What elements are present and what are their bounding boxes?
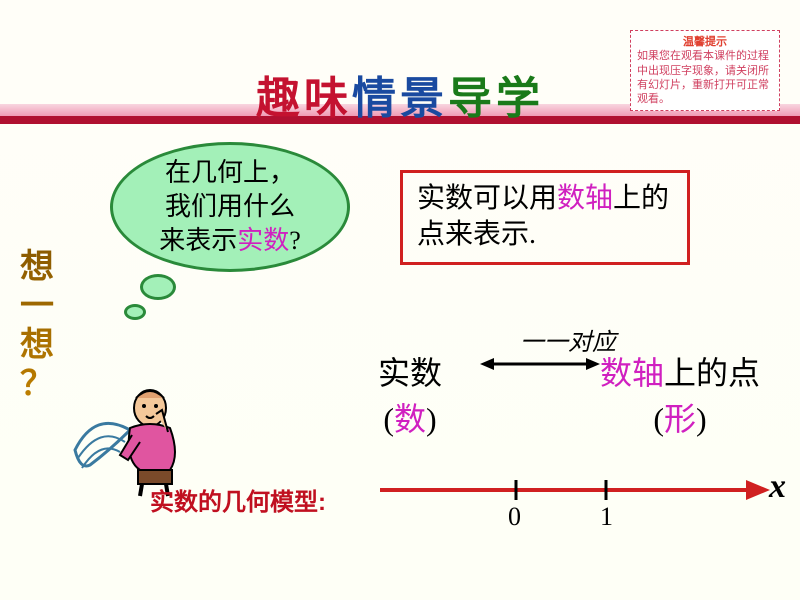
mapping-left: 实数 (数) <box>350 348 470 440</box>
number-line <box>380 470 770 540</box>
cloud-line2: 我们用什么 <box>165 190 295 224</box>
cloud-line3: 来表示实数? <box>159 224 301 258</box>
tick-label-1: 1 <box>600 502 613 532</box>
title-part-3: 导学 <box>448 74 544 123</box>
hint-box: 温馨提示 如果您在观看本课件的过程中出现压字现象，请关闭所有幻灯片，重新打开可正… <box>630 30 780 111</box>
hint-body: 如果您在观看本课件的过程中出现压字现象，请关闭所有幻灯片，重新打开可正常观看。 <box>637 49 773 106</box>
cloud-body: 在几何上， 我们用什么 来表示实数? <box>110 142 350 272</box>
title-part-2: 情景 <box>352 74 448 123</box>
side-prompt: 想 一 想 ？ <box>20 248 56 404</box>
thought-cloud: 在几何上， 我们用什么 来表示实数? <box>110 142 350 302</box>
cloud-line1: 在几何上， <box>165 156 295 190</box>
geometric-model-label: 实数的几何模型: <box>150 482 326 517</box>
cloud-bubble-small <box>124 304 146 320</box>
hint-title: 温馨提示 <box>637 35 773 49</box>
title-part-1: 趣味 <box>256 74 352 123</box>
answer-box: 实数可以用数轴上的点来表示. <box>400 170 690 265</box>
cloud-bubble-med <box>140 274 176 300</box>
axis-x-label: x <box>769 468 786 506</box>
tick-label-0: 0 <box>508 502 521 532</box>
double-arrow-icon <box>480 356 600 372</box>
mapping-diagram: 一一对应 实数 (数) 数轴上的点 (形) <box>350 320 770 420</box>
mapping-right: 数轴上的点 (形) <box>590 348 770 440</box>
